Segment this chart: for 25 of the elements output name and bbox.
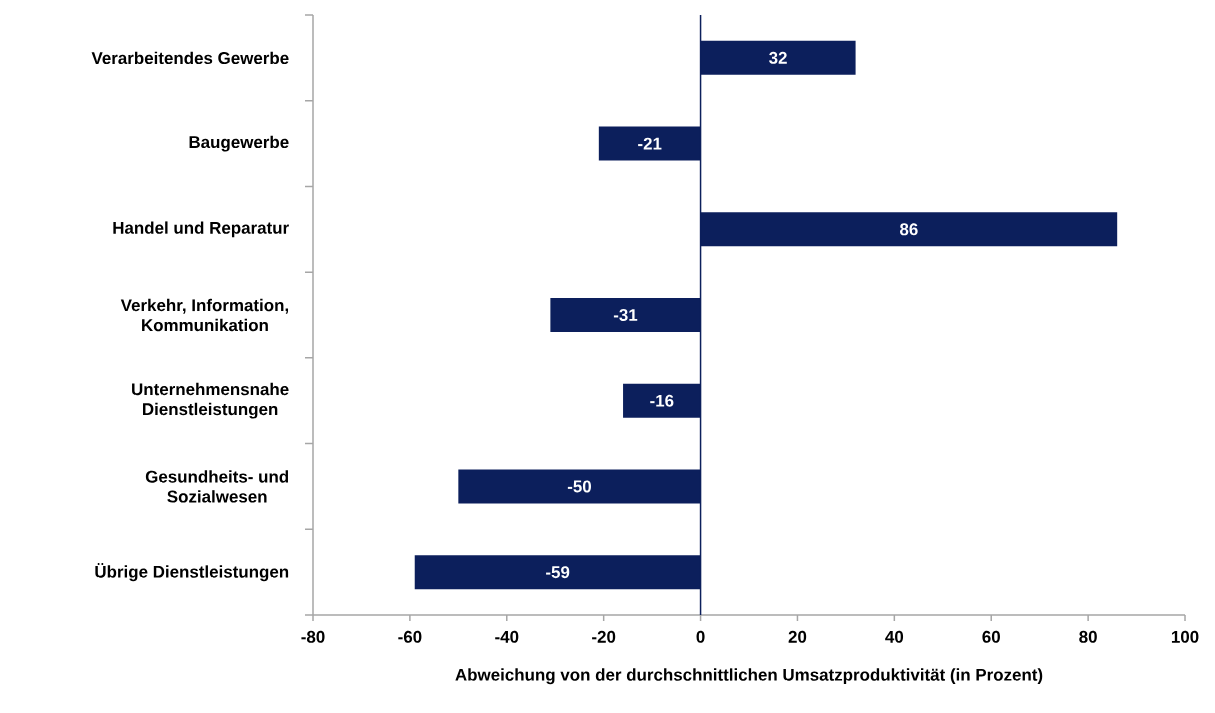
y-tick-label: Verkehr, Information, Kommunikation bbox=[120, 298, 289, 332]
x-tick-label: 60 bbox=[982, 630, 1000, 643]
x-tick-label: 100 bbox=[1171, 630, 1199, 643]
data-label: 32 bbox=[769, 51, 787, 64]
x-tick-label: 20 bbox=[788, 630, 807, 643]
x-tick-label: -40 bbox=[495, 630, 519, 643]
y-tick-label: Gesundheits- und Sozialwesen bbox=[145, 470, 289, 503]
data-label: -16 bbox=[650, 394, 674, 407]
y-tick-label: Handel und Reparatur bbox=[113, 221, 289, 238]
data-label: 86 bbox=[899, 223, 918, 236]
x-tick-label: 0 bbox=[696, 630, 705, 643]
y-tick-label: Unternehmensnahe Dienstleistungen bbox=[132, 382, 289, 419]
x-tick-label: -80 bbox=[301, 630, 325, 643]
x-tick-label: -20 bbox=[592, 630, 616, 643]
data-label: -50 bbox=[567, 480, 591, 493]
x-tick-label: 80 bbox=[1079, 630, 1097, 643]
x-axis-title: Abweichung von der durchschnittlichen Umsatzproduktivität (in Prozent) bbox=[455, 668, 1043, 685]
y-tick-label: Baugewerbe bbox=[189, 135, 289, 152]
x-tick-label: -60 bbox=[398, 630, 422, 643]
y-tick-label: Übrige Dienstleistungen bbox=[95, 563, 289, 582]
data-label: -31 bbox=[613, 308, 638, 322]
data-label: -21 bbox=[638, 137, 662, 150]
x-tick-label: 40 bbox=[885, 630, 904, 643]
y-tick-label: Verarbeitendes Gewerbe bbox=[91, 51, 289, 65]
data-label: -59 bbox=[546, 566, 570, 579]
